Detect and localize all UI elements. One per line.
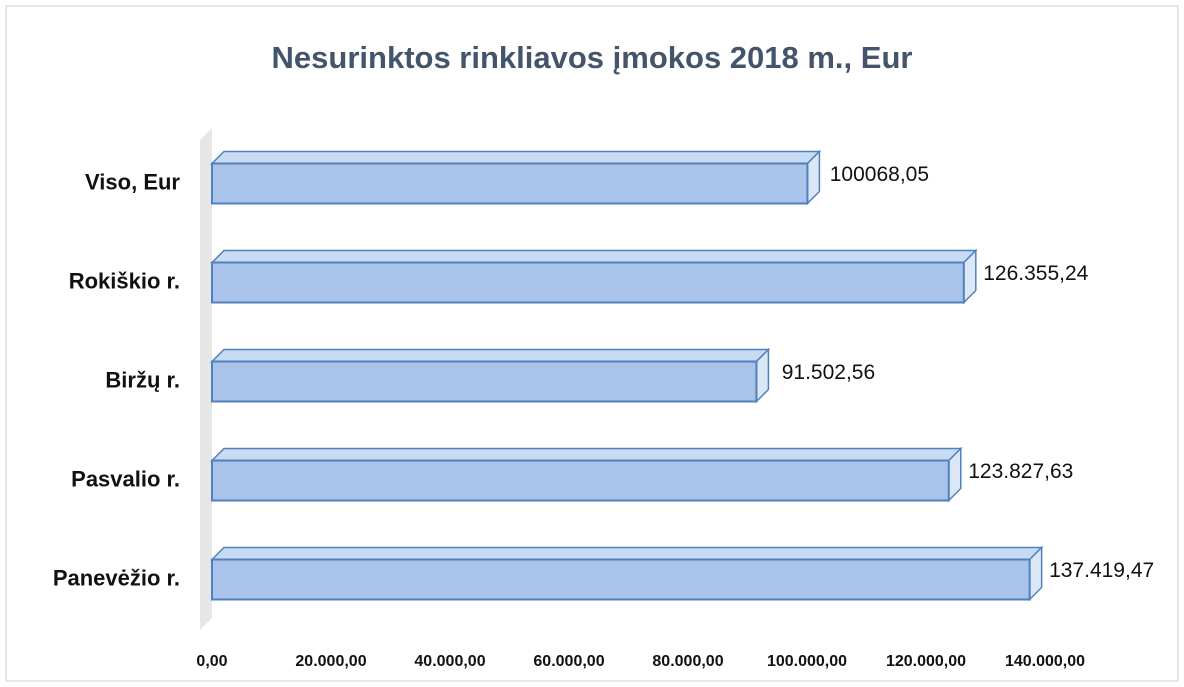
value-label: 91.502,56	[782, 361, 875, 384]
bar	[211, 360, 758, 403]
bar-top	[210, 150, 822, 165]
bar-top	[210, 249, 978, 264]
x-tick-label: 120.000,00	[886, 653, 966, 670]
category-label: Pasvalio r.	[71, 466, 180, 491]
value-label: 126.355,24	[983, 262, 1088, 285]
value-label: 137.419,47	[1049, 559, 1154, 582]
x-tick-label: 100.000,00	[767, 653, 847, 670]
bar	[211, 261, 965, 304]
axis-wall	[200, 128, 212, 630]
value-label: 100068,05	[830, 163, 929, 186]
x-tick-label: 0,00	[196, 653, 227, 670]
chart-border	[5, 5, 1179, 682]
category-label: Biržų r.	[105, 367, 180, 392]
x-tick-label: 60.000,00	[533, 653, 604, 670]
category-label: Panevėžio r.	[53, 565, 180, 590]
bar-top	[210, 447, 963, 462]
bar	[211, 162, 809, 205]
bar-top	[210, 546, 1044, 561]
category-label: Viso, Eur	[85, 169, 180, 194]
bar-top	[210, 348, 771, 363]
x-tick-label: 140.000,00	[1005, 653, 1085, 670]
x-tick-label: 80.000,00	[652, 653, 723, 670]
bar	[211, 558, 1031, 601]
category-label: Rokiškio r.	[69, 268, 180, 293]
chart-title: Nesurinktos rinkliavos įmokos 2018 m., E…	[272, 40, 913, 75]
value-label: 123.827,63	[968, 460, 1073, 483]
bar	[211, 459, 950, 502]
x-tick-label: 20.000,00	[295, 653, 366, 670]
x-tick-label: 40.000,00	[414, 653, 485, 670]
